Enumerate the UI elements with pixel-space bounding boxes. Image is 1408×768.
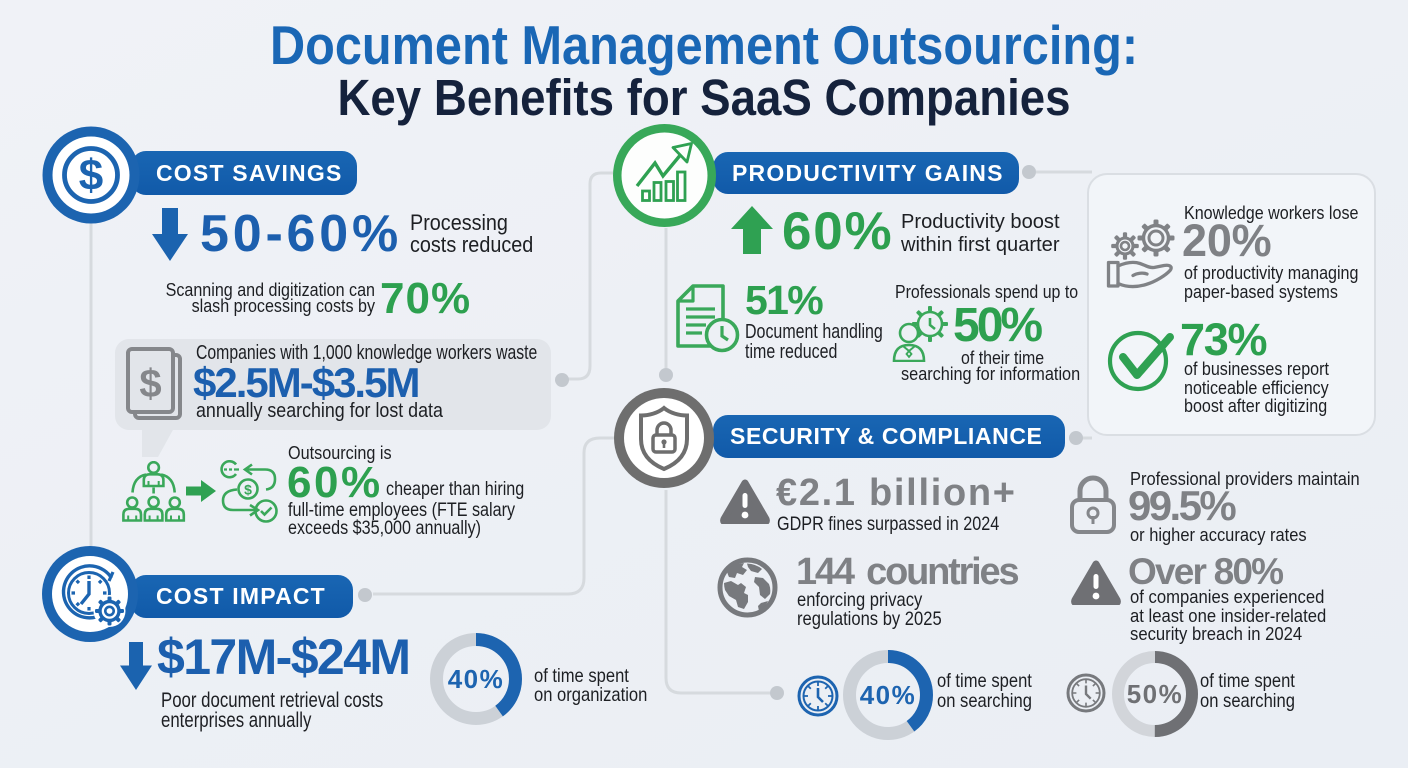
svg-text:40%: 40% [860,680,917,710]
svg-text:$: $ [244,482,252,498]
svg-text:50%: 50% [1127,679,1184,709]
svg-text:40%: 40% [448,664,505,694]
svg-text:$: $ [139,362,161,406]
svg-text:$: $ [79,151,103,200]
